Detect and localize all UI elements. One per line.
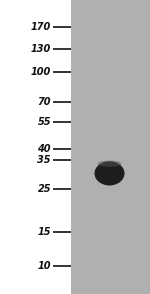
Text: 55: 55 bbox=[38, 117, 51, 127]
Text: 170: 170 bbox=[31, 22, 51, 32]
Bar bbox=[70, 0, 150, 294]
Text: 35: 35 bbox=[38, 155, 51, 165]
Text: 15: 15 bbox=[38, 227, 51, 237]
Ellipse shape bbox=[94, 161, 124, 186]
Ellipse shape bbox=[98, 161, 122, 167]
Text: 40: 40 bbox=[38, 144, 51, 154]
Text: 130: 130 bbox=[31, 44, 51, 54]
Text: 100: 100 bbox=[31, 66, 51, 76]
Text: 25: 25 bbox=[38, 184, 51, 194]
Text: 70: 70 bbox=[38, 97, 51, 107]
Text: 10: 10 bbox=[38, 261, 51, 271]
